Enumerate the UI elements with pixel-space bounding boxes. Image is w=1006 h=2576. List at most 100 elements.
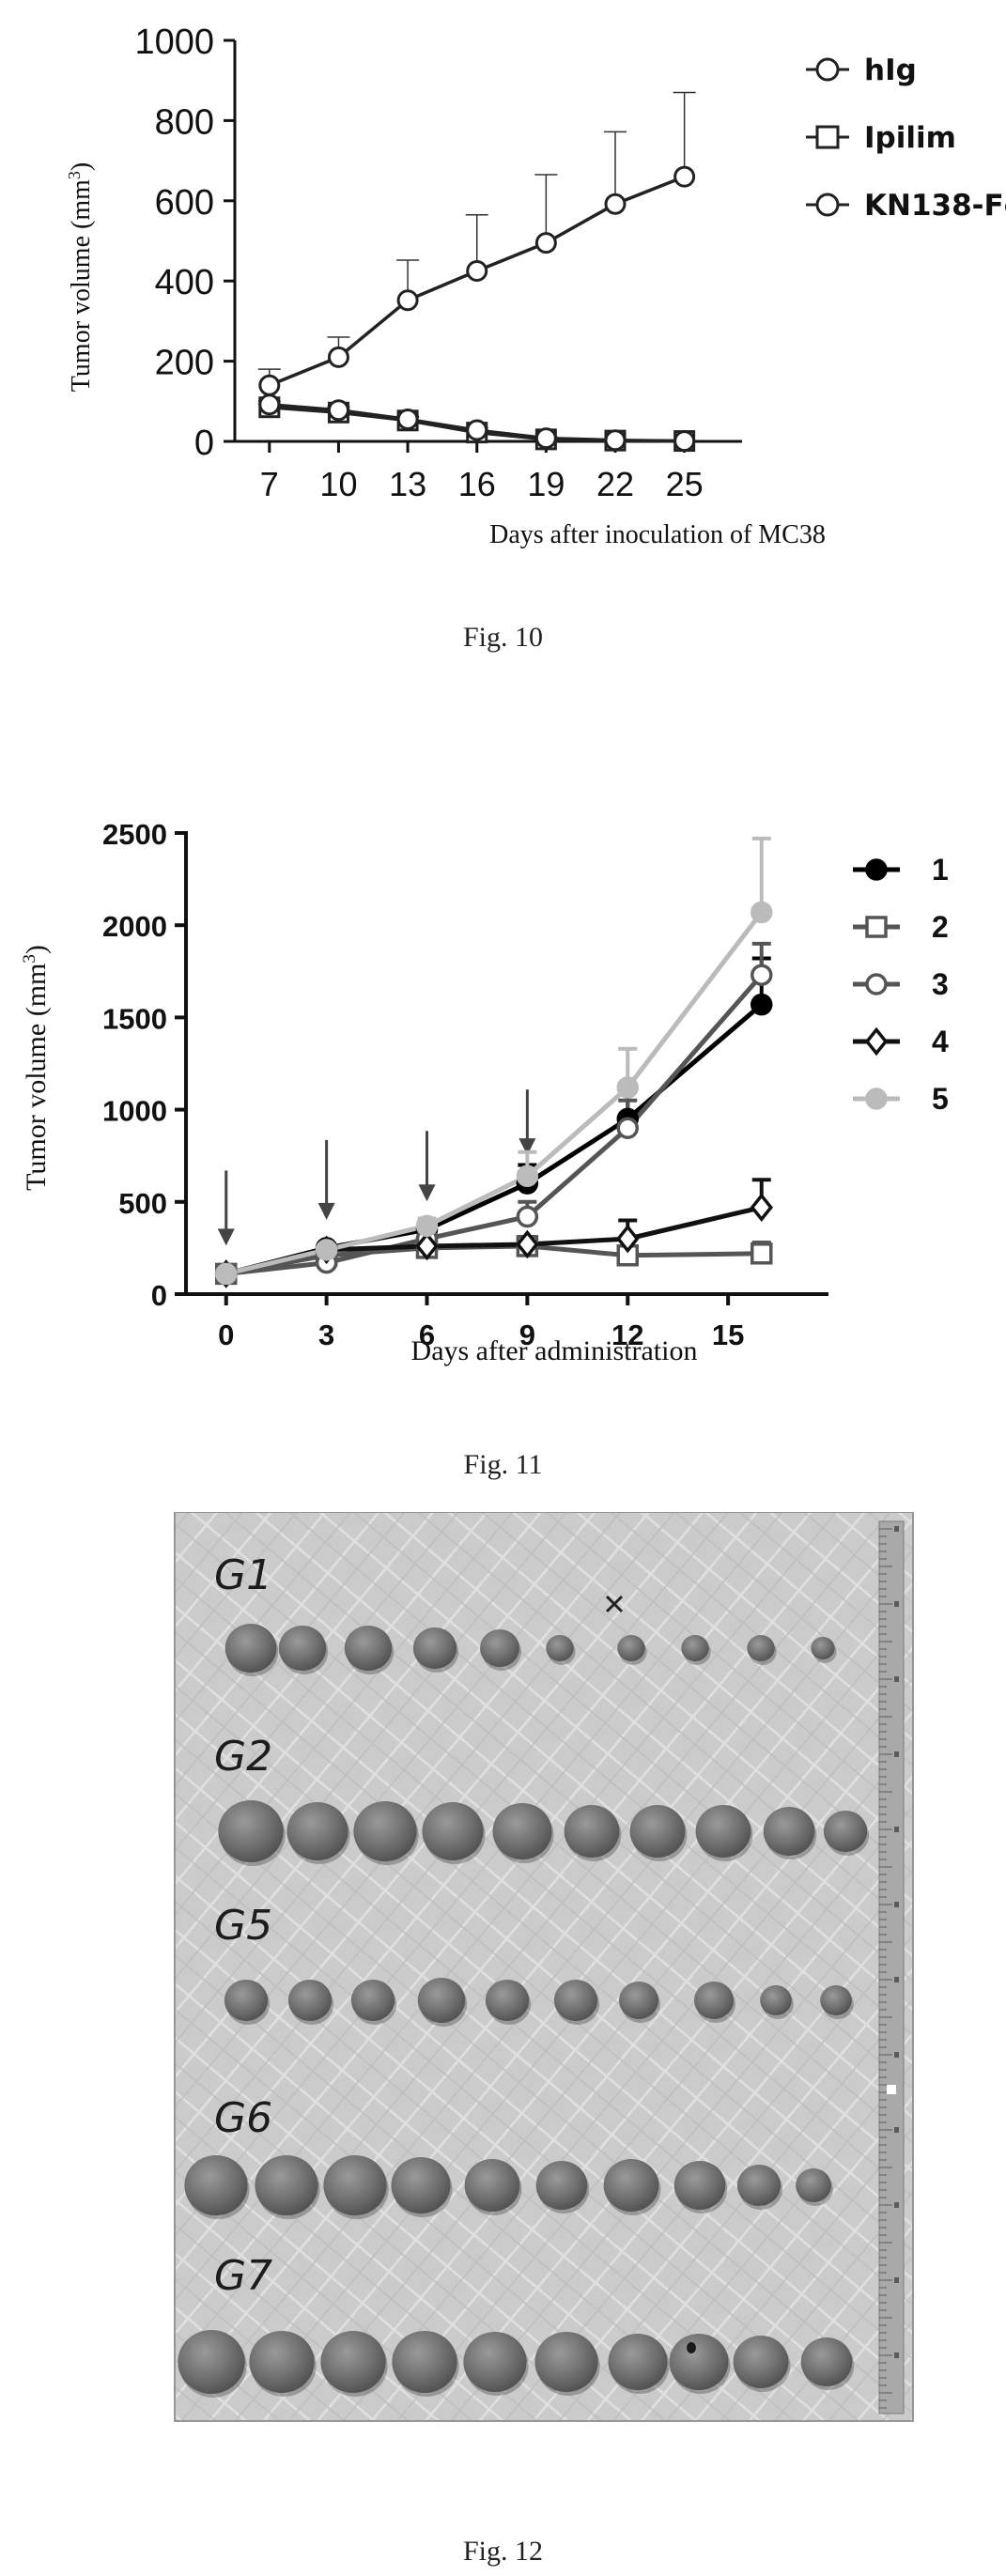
tumor [760,1985,792,2015]
fig10-legend: hIg Ipilim KN138-Fc [806,54,1006,223]
tumor [733,2336,789,2388]
fig11-legend-marker [864,1026,889,1057]
fig10-axes [233,40,742,443]
fig11-series-lines [225,910,764,1276]
tumor [695,1805,751,1858]
fig11-dosing-arrows [217,1089,536,1246]
fig10-legend-marker [815,193,840,217]
fig11-point-5 [516,1165,539,1188]
fig11-x-tick-label: 0 [218,1319,234,1351]
tumor [417,1978,466,2023]
tumor [800,2337,853,2386]
fig10-legend-label: KN138-Fc [864,189,1006,223]
fig11-point-2 [751,1242,773,1265]
fig10-markers [258,165,696,453]
ruler-number [894,2127,899,2133]
group-label: G6 [214,2094,272,2142]
fig10-point-KN138-Fc [258,393,281,416]
fig11-y-tick-label: 2500 [102,818,167,851]
fig10-legend-marker [815,125,840,149]
tumor [224,1624,277,1673]
fig11-point-4 [516,1229,539,1259]
ruler-number [894,1676,899,1682]
tumor [412,1627,457,1669]
ruler-number [894,2202,899,2208]
fig10-point-KN138-Fc [327,399,349,422]
tumor [617,1635,645,1661]
fig11-legend-marker [865,858,888,881]
fig10-y-tick-label: 200 [155,344,214,383]
fig11-x-tick-label: 9 [519,1319,535,1351]
fig10-x-tick-label: 19 [527,465,565,503]
fig11-x-tick-label: 15 [712,1319,744,1351]
fig11-markers [214,901,773,1288]
tumor [564,1805,620,1858]
tumor [391,2157,451,2214]
tumor [669,2334,729,2390]
tumor [619,1982,658,2019]
fig10-point-KN138-Fc [396,409,419,431]
fig11-y-tick-label: 2000 [102,910,167,943]
fig10-caption: Fig. 10 [462,622,544,653]
fig10-x-axis-label: Days after inoculation of MC38 [489,520,826,549]
fig11-line-2 [225,1243,762,1276]
fig10-point-hIg [673,165,696,188]
tumor [278,1626,327,1671]
fig11-legend-marker [865,1087,888,1110]
group-label: G1 [214,1551,272,1599]
fig10-point-KN138-Fc [604,429,627,452]
fig11-point-5 [751,901,773,924]
tumor [463,2332,527,2392]
fig11-legend: 1 2 3 4 5 [853,853,949,1116]
tumor [681,1635,709,1661]
fig11-y-tick-label: 1000 [102,1095,167,1128]
fig10-legend-label: Ipilim [864,121,956,155]
fig11-dosing-arrow-head [317,1202,335,1220]
fig11-legend-label: 5 [932,1082,949,1116]
fig11-x-tick-label: 3 [318,1319,334,1351]
fig11-line-1 [225,1002,764,1276]
fig10-x-tick-label: 22 [596,465,634,503]
fig10-point-hIg [466,260,488,283]
fig11-point-4 [616,1224,640,1254]
tumor [392,2331,457,2393]
group-labels: G1 G2 G5 G6 G7 [214,1551,272,2300]
fig11-dosing-arrow-head [518,1138,536,1156]
ruler-number [894,1526,899,1532]
fig11-x-tick-label: 6 [419,1319,435,1351]
fig11-x-ticks: 0 3 6 9 12 15 [218,1294,744,1351]
ruler-number [894,2277,899,2283]
tumor [350,1980,395,2021]
ruler-number [894,1601,899,1607]
tumor [820,1985,852,2015]
tumor [608,2334,668,2390]
fig11-caption: Fig. 11 [463,1449,543,1480]
tumor-rows [178,1624,870,2398]
ruler-number [894,1751,899,1757]
tumor [694,1982,734,2019]
fig11-x-axis-label: Days after administration [411,1335,698,1366]
ruler [878,1520,905,2414]
fig11-x-tick-label: 12 [611,1319,643,1351]
tumor [747,1635,775,1661]
fig10-point-KN138-Fc [466,419,488,441]
tumor [184,2155,248,2215]
tumor [178,2330,245,2394]
tumor [823,1811,868,1852]
tumor [286,1802,348,1860]
fig11-point-4 [415,1231,439,1261]
fig10-point-hIg [604,193,627,215]
tumor [249,2331,315,2393]
tumor [629,1805,686,1858]
fig11-legend-label: 4 [932,1025,949,1058]
tumor [811,1637,835,1659]
fig10-x-tick-label: 16 [458,465,496,503]
tumor [320,2331,386,2393]
tumor [736,2165,782,2206]
tumor [546,1635,574,1661]
fig11-legend-label: 1 [932,853,949,887]
fig11-point-4 [750,1193,773,1222]
tumor [763,1807,815,1856]
group-label: G2 [214,1733,272,1781]
